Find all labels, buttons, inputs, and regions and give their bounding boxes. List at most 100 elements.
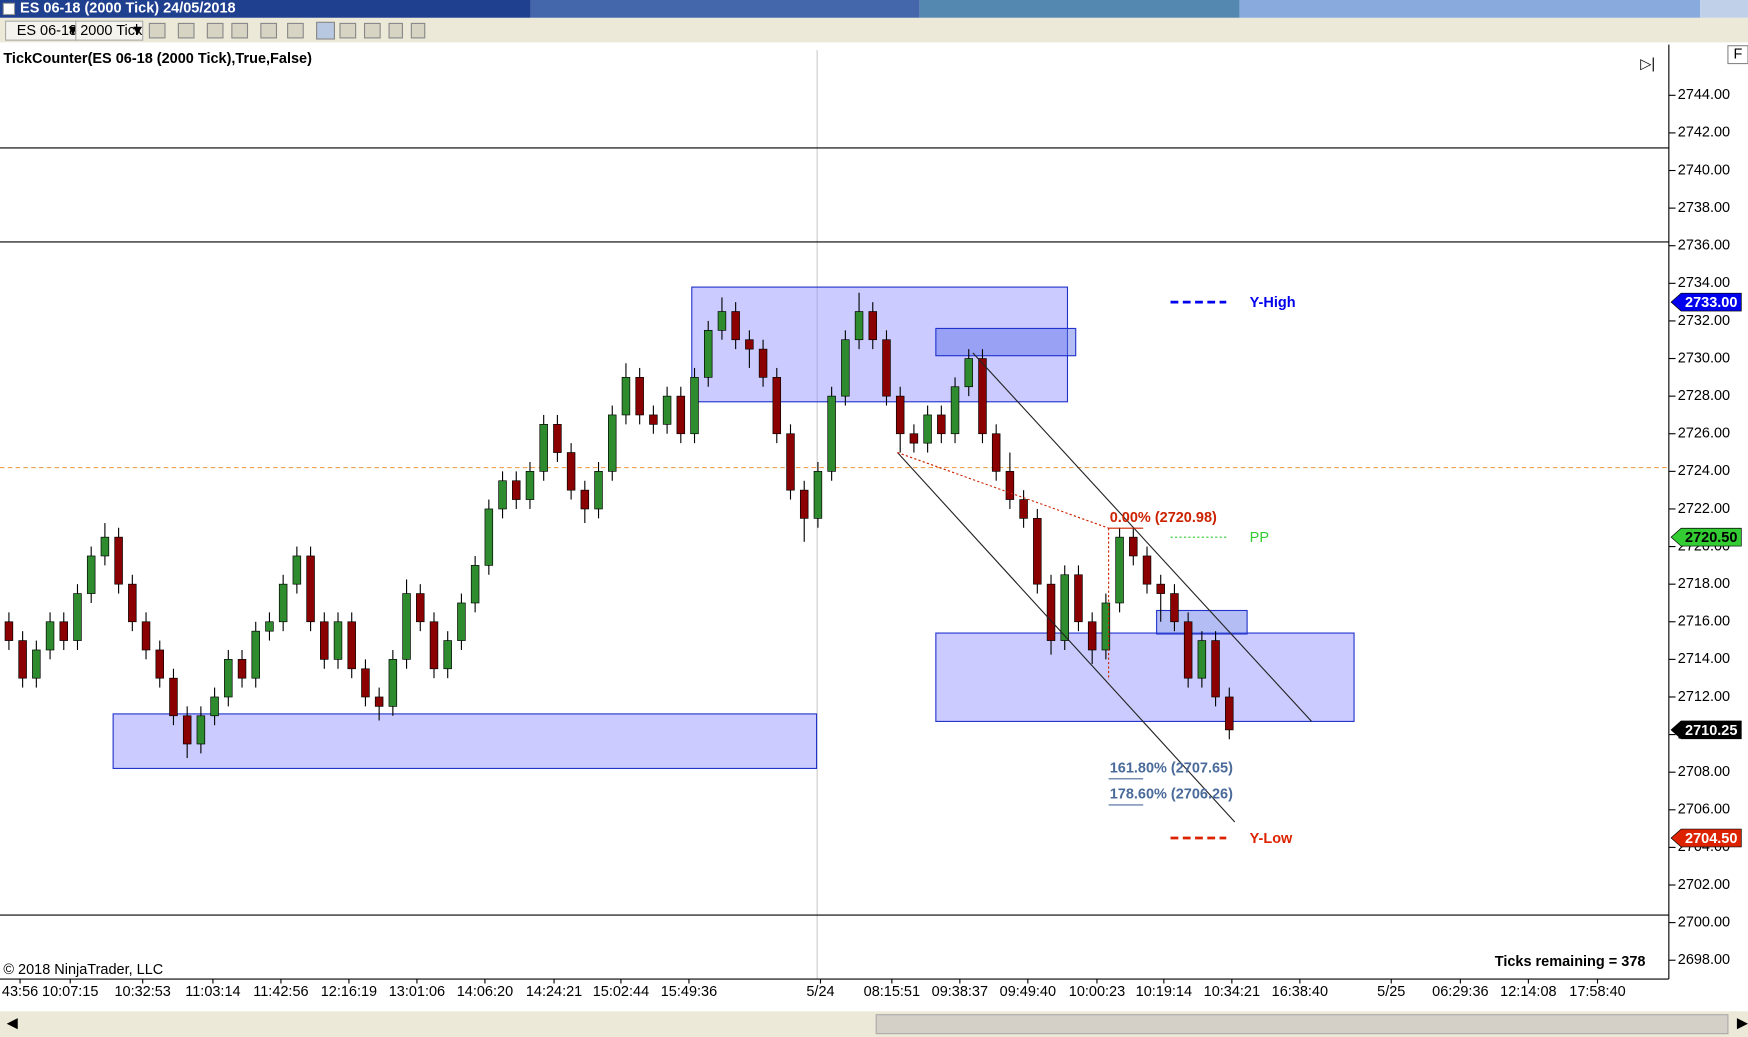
candle-body	[1087, 621, 1097, 651]
candle-body	[429, 621, 439, 670]
candle-body	[292, 555, 302, 585]
x-tick-label: 10:32:53	[115, 984, 171, 1000]
x-tick-label: 08:15:51	[864, 984, 920, 1000]
title-bar	[919, 0, 1240, 18]
app-icon	[2, 2, 16, 16]
title-bar	[530, 0, 920, 18]
level-name: Y-Low	[1250, 831, 1293, 847]
candle-body	[374, 696, 384, 707]
candle-body	[141, 621, 151, 651]
x-tick-label: 10:19:14	[1136, 984, 1192, 1000]
candle-body	[182, 715, 192, 745]
candle-body	[539, 424, 548, 472]
scroll-left[interactable]: ◀	[7, 1015, 18, 1031]
y-tick-label: 2738.00	[1678, 200, 1730, 216]
window-title: ES 06-18 (2000 Tick) 24/05/2018	[20, 1, 236, 17]
title-bar	[1239, 0, 1701, 18]
candle-body	[964, 358, 973, 388]
dropdown-arrow: ▼	[130, 23, 144, 39]
fib-anchor	[897, 452, 1109, 529]
candle-body	[333, 621, 343, 660]
candle-body	[443, 640, 452, 670]
y-tick-label: 2722.00	[1678, 501, 1730, 517]
candle-body	[18, 640, 27, 679]
x-tick-label: 12:14:08	[1500, 984, 1556, 1000]
y-tick-label: 2740.00	[1678, 162, 1730, 178]
y-tick-label: 2728.00	[1678, 388, 1730, 404]
candle-body	[937, 414, 946, 435]
candle-body	[676, 395, 686, 435]
candle-body	[402, 593, 411, 660]
y-tick-label: 2724.00	[1678, 463, 1730, 479]
x-tick-label: 5/25	[1377, 984, 1405, 1000]
candle-body	[1129, 536, 1138, 557]
candle-body	[114, 536, 123, 585]
candle-body	[155, 649, 164, 679]
candle-body	[361, 668, 370, 698]
candle-body	[882, 339, 891, 397]
candle-body	[525, 471, 535, 500]
candle-body	[608, 414, 617, 472]
fib-label: 178.60% (2706.26)	[1110, 787, 1233, 803]
x-tick-label: 10:00:23	[1069, 984, 1125, 1000]
scroll-end-button[interactable]: ▷|	[1640, 57, 1655, 73]
candle-body	[347, 621, 356, 670]
candle-body	[950, 386, 960, 435]
candle-body	[868, 311, 878, 341]
title-bar	[0, 0, 531, 18]
channel-line	[897, 452, 1236, 823]
candle-body	[991, 433, 1001, 472]
candle-body	[717, 311, 727, 331]
x-tick-label: 09:49:40	[1000, 984, 1056, 1000]
y-tick-label: 2726.00	[1678, 426, 1730, 442]
candle-body	[799, 489, 809, 519]
f-button-label: F	[1734, 46, 1743, 62]
candle-body	[662, 395, 672, 425]
candle-body	[278, 583, 288, 623]
candle-body	[566, 452, 576, 491]
interval-select[interactable]	[75, 20, 144, 41]
candle-body	[690, 377, 699, 435]
y-tick-label: 2744.00	[1678, 87, 1730, 103]
price-marker	[1670, 292, 1742, 312]
x-tick-label: 11:42:56	[253, 984, 308, 1000]
candle-body	[4, 621, 14, 641]
scroll-right[interactable]: ▶	[1737, 1015, 1748, 1031]
y-tick-label: 2734.00	[1678, 275, 1730, 291]
x-tick-label: 14:24:21	[526, 984, 582, 1000]
y-tick-label: 2712.00	[1678, 689, 1730, 705]
title-bar	[1700, 0, 1748, 18]
y-tick-label: 2706.00	[1678, 802, 1730, 818]
candle-body	[388, 659, 398, 707]
x-tick-label: 15:02:44	[593, 984, 649, 1000]
x-tick-label: 17:58:40	[1569, 984, 1625, 1000]
candle-body	[594, 471, 603, 510]
candle-body	[1225, 696, 1234, 731]
f-button[interactable]	[1727, 45, 1748, 65]
toolbar-icons[interactable]	[148, 21, 426, 40]
candle-body	[1156, 583, 1165, 594]
candle-body	[320, 621, 329, 660]
x-tick-label: 16:38:40	[1272, 984, 1328, 1000]
y-tick-label: 2702.00	[1678, 877, 1730, 893]
y-tick-label: 2714.00	[1678, 651, 1730, 667]
zone	[691, 286, 1069, 403]
candle-body	[854, 311, 864, 341]
channel-line	[972, 352, 1312, 722]
level-name: Y-High	[1250, 295, 1296, 311]
x-tick-label: 14:06:20	[457, 984, 513, 1000]
candle-body	[1142, 555, 1152, 585]
candle-body	[1197, 640, 1207, 679]
candle-body	[1005, 471, 1015, 500]
candle-body	[895, 395, 905, 435]
x-tick-label: 09:38:37	[932, 984, 988, 1000]
x-tick-label: 15:49:36	[661, 984, 717, 1000]
scroll-thumb[interactable]	[875, 1014, 1729, 1035]
x-tick-label: 12:16:19	[321, 984, 377, 1000]
candle-body	[827, 395, 836, 472]
y-tick-label: 2742.00	[1678, 125, 1730, 141]
candle-body	[580, 489, 590, 510]
candle-body	[1101, 602, 1111, 651]
